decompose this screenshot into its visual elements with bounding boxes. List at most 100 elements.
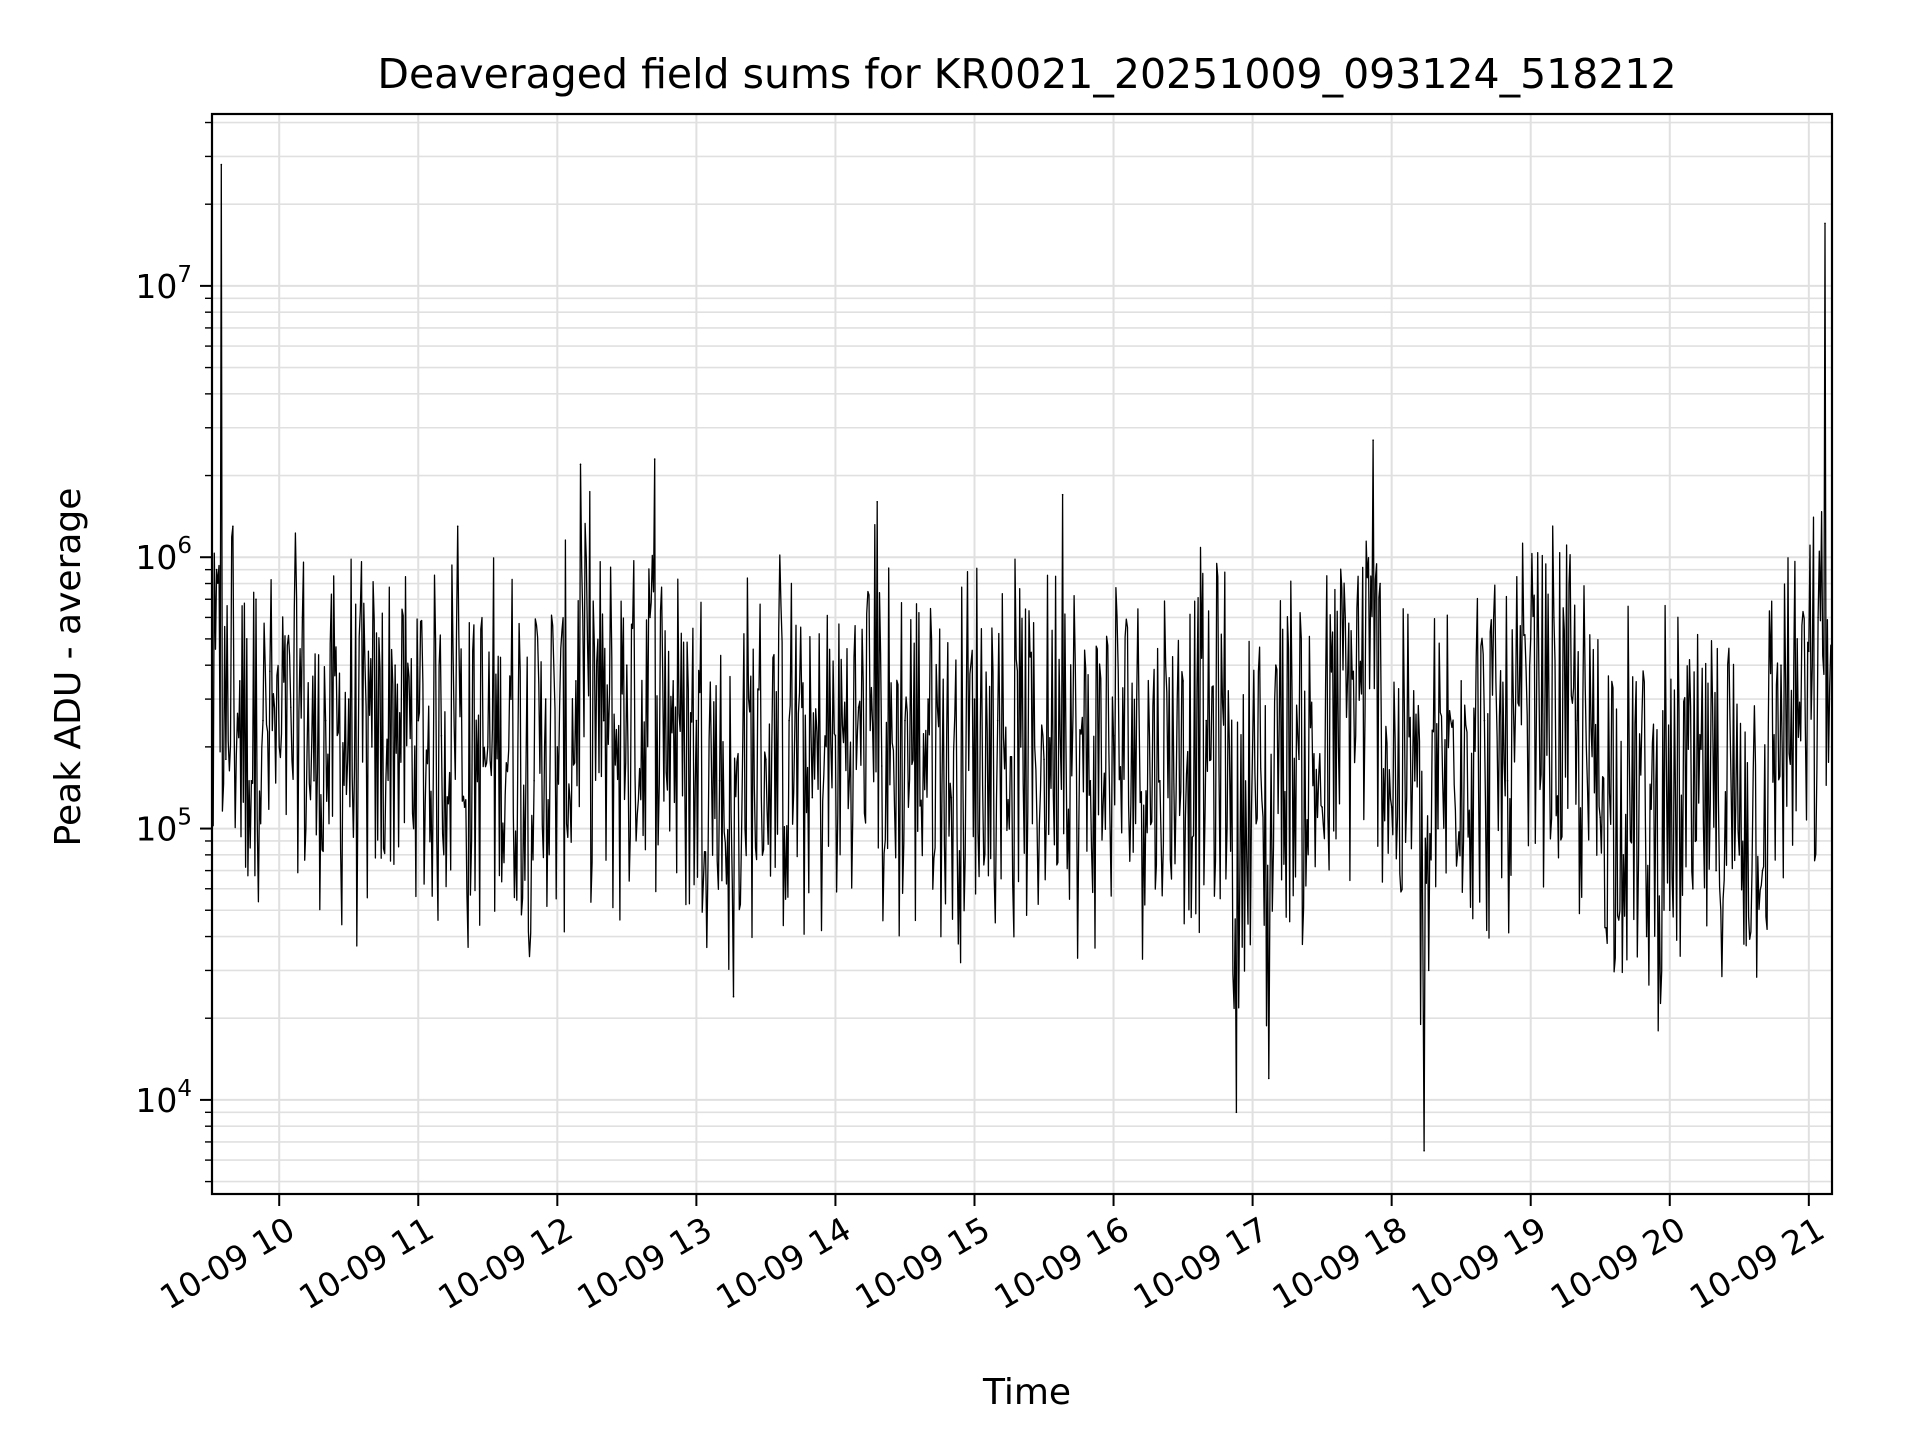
series-layer — [211, 163, 1833, 1152]
y-tick-exponent: 6 — [177, 533, 192, 559]
data-point — [579, 463, 582, 466]
data-point — [1298, 758, 1300, 761]
data-point — [290, 706, 292, 708]
data-point — [927, 698, 929, 700]
data-point — [1423, 1149, 1425, 1152]
data-point — [1061, 493, 1064, 496]
data-point — [1344, 616, 1347, 619]
data-point — [695, 719, 698, 722]
data-point — [1020, 746, 1022, 748]
data-point — [881, 765, 883, 767]
y-tick-exponent: 7 — [177, 262, 192, 288]
data-point — [1275, 664, 1277, 666]
y-axis-label: Peak ADU - average — [48, 488, 89, 847]
y-tick-label: 104 — [135, 1076, 192, 1120]
data-point — [1089, 780, 1092, 782]
data-point — [1437, 827, 1439, 830]
data-point — [371, 746, 373, 748]
data-point — [950, 796, 953, 799]
data-point — [232, 525, 234, 528]
series-line — [211, 163, 1833, 1152]
data-point — [1268, 1077, 1270, 1080]
data-point — [1321, 806, 1323, 808]
data-point — [301, 616, 304, 619]
data-point — [456, 525, 459, 528]
data-point — [857, 706, 860, 708]
plot-frame — [210, 112, 1834, 1196]
data-point — [1372, 439, 1374, 442]
data-point — [876, 501, 878, 503]
data-point — [1427, 969, 1430, 972]
data-point — [1112, 734, 1115, 737]
data-point — [602, 719, 605, 722]
data-point — [1460, 680, 1462, 682]
data-point — [510, 698, 512, 700]
data-point — [1824, 222, 1826, 225]
data-point — [533, 780, 535, 782]
data-point — [1182, 680, 1184, 682]
data-point — [626, 664, 628, 666]
y-tick-base: 10 — [135, 267, 177, 306]
data-point — [834, 734, 837, 737]
data-point — [1078, 827, 1080, 830]
data-point — [811, 796, 814, 799]
data-point — [653, 458, 656, 460]
chart-title: Deaveraged field sums for KR0021_2025100… — [377, 50, 1676, 98]
data-point — [1780, 664, 1782, 666]
data-point — [215, 568, 218, 571]
data-point — [487, 746, 489, 748]
data-point — [1553, 616, 1555, 619]
data-point — [1043, 758, 1045, 761]
data-point — [672, 680, 674, 682]
data-point — [718, 780, 721, 782]
data-point — [417, 719, 420, 722]
y-tick-exponent: 5 — [177, 805, 192, 831]
data-point — [788, 719, 790, 722]
data-point — [1390, 806, 1393, 808]
data-point — [649, 616, 651, 619]
data-point — [1669, 909, 1671, 911]
y-tick-label: 105 — [135, 805, 192, 849]
data-point — [440, 734, 443, 737]
data-point — [904, 719, 906, 722]
y-tick-exponent: 4 — [177, 1076, 192, 1102]
data-point — [1135, 698, 1138, 700]
data-point — [463, 806, 466, 808]
data-point — [1761, 869, 1764, 872]
data-point — [324, 719, 327, 722]
data-point — [262, 719, 264, 722]
data-point — [1808, 650, 1810, 653]
data-point — [1379, 582, 1381, 585]
data-point — [1228, 746, 1231, 748]
data-point — [741, 746, 744, 748]
data-point — [1645, 935, 1648, 938]
data-point — [1483, 719, 1486, 722]
y-tick-base: 10 — [135, 1081, 177, 1120]
data-point — [1159, 780, 1161, 782]
data-point — [1529, 638, 1532, 640]
y-tick-label: 106 — [135, 533, 192, 577]
data-point — [1622, 854, 1625, 856]
data-point — [225, 758, 227, 761]
data-point — [732, 995, 735, 998]
data-point — [394, 664, 396, 666]
data-point — [973, 698, 976, 700]
y-tick-label: 107 — [135, 262, 192, 306]
data-point — [1692, 888, 1694, 890]
data-point — [996, 719, 999, 722]
x-axis-label: Time — [982, 1372, 1071, 1413]
data-point — [1414, 780, 1416, 782]
data-point — [1506, 780, 1509, 782]
data-point — [239, 680, 241, 682]
data-point — [1599, 816, 1601, 819]
data-point — [255, 598, 257, 601]
data-point — [544, 698, 547, 700]
data-point — [1205, 719, 1207, 722]
data-point — [246, 638, 248, 640]
data-point — [1576, 719, 1578, 722]
data-point — [347, 698, 350, 700]
data-point — [250, 780, 253, 782]
data-point — [765, 758, 767, 761]
data-point — [1235, 1111, 1238, 1114]
